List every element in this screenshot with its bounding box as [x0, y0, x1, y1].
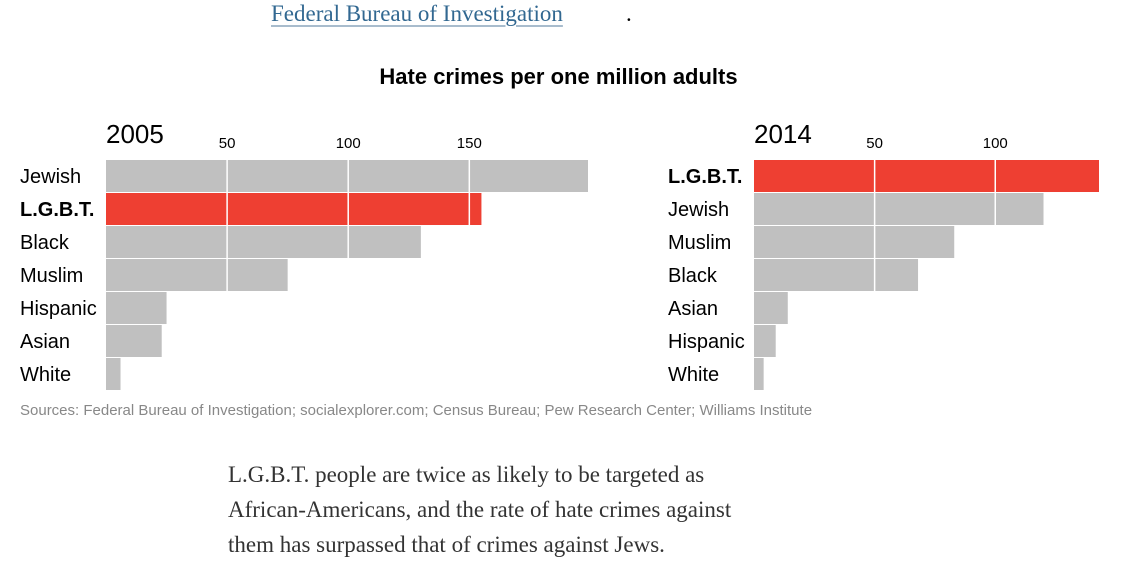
- category-label-black: Black: [20, 232, 70, 254]
- bar-jewish: [754, 193, 1044, 225]
- bar-black: [754, 259, 919, 291]
- paragraph-line-2: African-Americans, and the rate of hate …: [228, 497, 732, 522]
- bar-asian: [754, 292, 788, 324]
- bar-white: [754, 358, 764, 390]
- tick-label-50: 50: [219, 135, 236, 152]
- body-paragraph: L.G.B.T. people are twice as likely to b…: [228, 457, 868, 562]
- category-label-muslim: Muslim: [668, 232, 731, 254]
- year-label: 2014: [754, 119, 812, 149]
- bar-black: [106, 226, 421, 258]
- sources-note: Sources: Federal Bureau of Investigation…: [20, 402, 813, 419]
- fbi-link[interactable]: Federal Bureau of Investigation: [271, 1, 563, 26]
- category-label-lgbt: L.G.B.T.: [668, 166, 742, 188]
- bar-jewish: [106, 160, 588, 192]
- paragraph-line-1: L.G.B.T. people are twice as likely to b…: [228, 462, 705, 487]
- bar-lgbt: [106, 193, 482, 225]
- category-label-jewish: Jewish: [668, 199, 729, 221]
- category-label-hispanic: Hispanic: [668, 331, 745, 353]
- bar-hispanic: [106, 292, 167, 324]
- tick-label-100: 100: [336, 135, 361, 152]
- chart-2014: 2014 L.G.B.T. Jewish Muslim Black Asian Hispan…: [668, 119, 1099, 391]
- bar-asian: [106, 325, 162, 357]
- category-label-white: White: [20, 364, 71, 386]
- link-period: .: [626, 1, 632, 26]
- bar-muslim: [754, 226, 955, 258]
- category-label-muslim: Muslim: [20, 265, 83, 287]
- bar-hispanic: [754, 325, 776, 357]
- year-label: 2005: [106, 119, 164, 149]
- chart-title: Hate crimes per one million adults: [379, 64, 738, 89]
- paragraph-line-3: them has surpassed that of crimes agains…: [228, 532, 665, 557]
- category-label-asian: Asian: [20, 331, 70, 353]
- tick-label-100: 100: [983, 135, 1008, 152]
- category-label-hispanic: Hispanic: [20, 298, 97, 320]
- tick-label-150: 150: [457, 135, 482, 152]
- category-label-white: White: [668, 364, 719, 386]
- category-label-black: Black: [668, 265, 718, 287]
- category-label-lgbt: L.G.B.T.: [20, 199, 94, 221]
- tick-label-50: 50: [866, 135, 883, 152]
- bar-white: [106, 358, 121, 390]
- bar-muslim: [106, 259, 288, 291]
- category-label-asian: Asian: [668, 298, 718, 320]
- category-label-jewish: Jewish: [20, 166, 81, 188]
- chart-2005: 2005 Jewish L.G.B.T. Black Muslim Hispanic Asi…: [20, 119, 588, 391]
- bar-lgbt: [754, 160, 1099, 192]
